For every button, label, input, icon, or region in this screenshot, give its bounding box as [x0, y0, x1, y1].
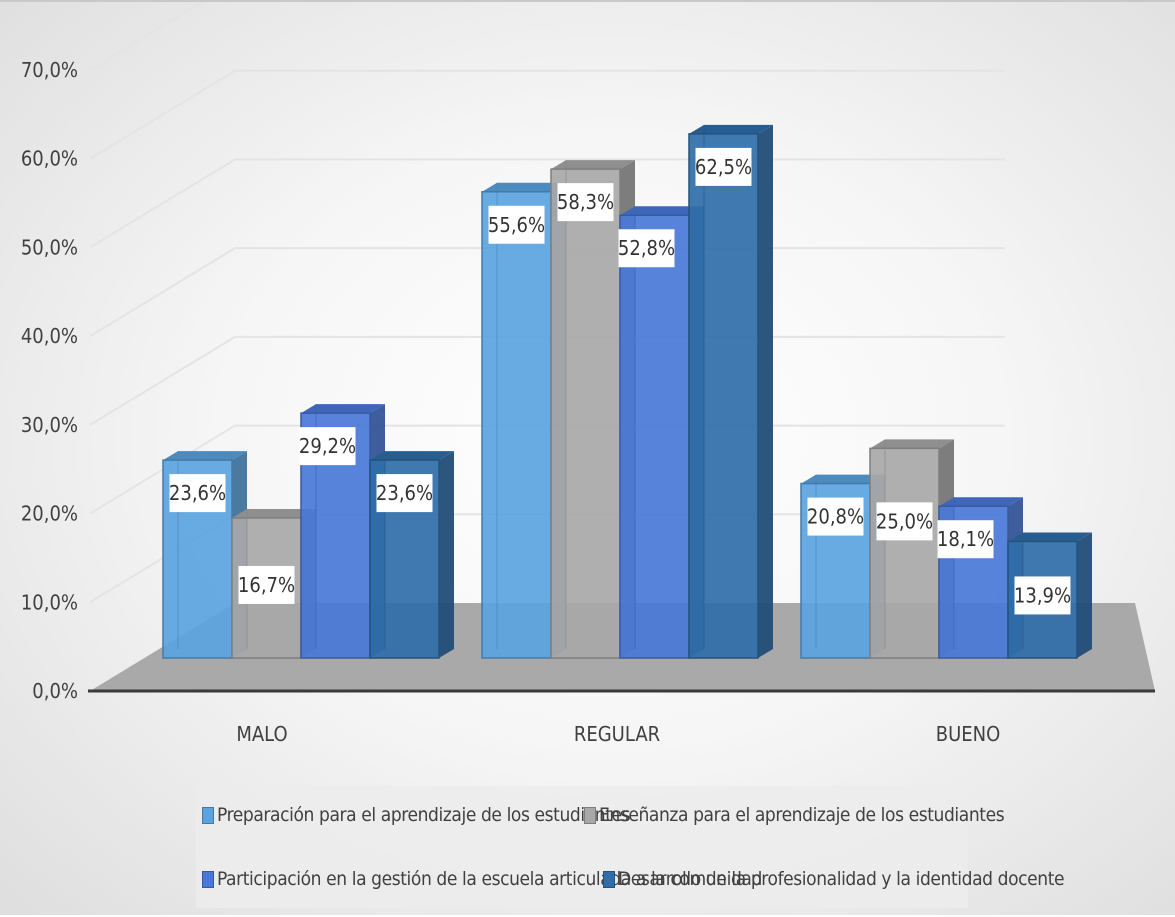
data-label-box [488, 205, 545, 244]
data-label-text: 13,9% [1014, 583, 1071, 607]
data-label-box [1014, 576, 1071, 615]
bar-top [301, 404, 385, 414]
data-label-text: 62,5% [695, 155, 752, 179]
bar-top [620, 206, 704, 216]
data-label-box [169, 474, 226, 513]
data-label-text: 29,2% [299, 434, 356, 458]
bar-top [801, 474, 885, 484]
chart-legend: Preparación para el aprendizaje de los e… [196, 786, 1065, 908]
data-label: 23,6% [376, 474, 433, 513]
bar-side [1077, 532, 1092, 658]
bar [688, 124, 773, 659]
legend-label-ensenanza: Enseñanza para el aprendizaje de los est… [599, 804, 1005, 826]
legend-item-ensenanza: Enseñanza para el aprendizaje de los est… [584, 804, 1005, 826]
bar-front [481, 191, 552, 659]
bar-front [869, 447, 940, 659]
data-label: 52,8% [618, 229, 675, 268]
legend-label-participacion: Participación en la gestión de la escuel… [217, 868, 762, 890]
data-label: 23,6% [169, 474, 226, 513]
data-label-text: 16,7% [238, 573, 295, 597]
bar-front [619, 214, 690, 659]
data-label-box [557, 183, 614, 222]
bar-top [1008, 532, 1092, 542]
bar-side [439, 451, 454, 658]
bar-top [689, 124, 773, 134]
data-label-text: 23,6% [169, 481, 226, 505]
data-label: 16,7% [238, 565, 295, 604]
data-label-text: 55,6% [488, 213, 545, 237]
legend-swatch-preparacion [202, 806, 214, 824]
data-label-text: 58,3% [557, 190, 614, 214]
y-tick-label: 10,0% [21, 590, 78, 614]
data-label: 20,8% [807, 497, 864, 536]
data-label-box [238, 565, 295, 604]
data-label-box [618, 229, 675, 268]
data-label-text: 23,6% [376, 481, 433, 505]
bar-top [163, 451, 247, 461]
gridline [89, 69, 1005, 160]
bar-top [939, 497, 1023, 507]
data-label: 62,5% [695, 147, 752, 186]
legend-swatch-participacion [202, 870, 214, 888]
category-label: MALO [236, 722, 287, 746]
data-label-box [937, 520, 994, 559]
bar-front [938, 505, 1009, 659]
data-label-text: 20,8% [807, 505, 864, 529]
data-label: 13,9% [1014, 576, 1071, 615]
legend-swatch-desarrollo [603, 870, 615, 888]
y-tick-label: 30,0% [21, 413, 78, 437]
data-label: 18,1% [937, 520, 994, 559]
gridline [89, 2, 204, 71]
data-label-text: 18,1% [937, 527, 994, 551]
data-label: 25,0% [876, 502, 933, 541]
data-label-box [695, 147, 752, 186]
data-label-box [876, 502, 933, 541]
bar-side [758, 124, 773, 658]
data-label-box [376, 474, 433, 513]
bar-front [688, 133, 759, 659]
data-label-box [299, 427, 356, 466]
y-tick-label: 50,0% [21, 235, 78, 259]
legend-item-participacion: Participación en la gestión de la escuel… [202, 868, 762, 890]
legend-item-desarrollo: Desarrollo de la profesionalidad y la id… [603, 868, 1065, 890]
legend-item-preparacion: Preparación para el aprendizaje de los e… [202, 804, 631, 826]
bar-top [482, 182, 566, 192]
legend-swatch-ensenanza [584, 806, 596, 824]
bar-front [550, 168, 621, 659]
y-tick-label: 60,0% [21, 147, 78, 171]
data-label: 29,2% [299, 427, 356, 466]
legend-label-desarrollo: Desarrollo de la profesionalidad y la id… [618, 868, 1065, 890]
legend-label-preparacion: Preparación para el aprendizaje de los e… [217, 804, 631, 826]
y-tick-label: 70,0% [21, 58, 78, 82]
category-label: REGULAR [574, 722, 660, 746]
category-label: BUENO [936, 722, 1001, 746]
y-tick-label: 20,0% [21, 502, 78, 526]
data-label-box [807, 497, 864, 536]
data-label: 58,3% [557, 183, 614, 222]
data-label-text: 25,0% [876, 509, 933, 533]
y-tick-label: 40,0% [21, 324, 78, 348]
y-tick-label: 0,0% [32, 679, 78, 703]
data-label: 55,6% [488, 205, 545, 244]
data-label-text: 52,8% [618, 236, 675, 260]
bar-top [870, 439, 954, 449]
bar [550, 160, 635, 659]
bar-top [232, 508, 316, 518]
bar-top [370, 451, 454, 461]
bar-top [551, 160, 635, 170]
